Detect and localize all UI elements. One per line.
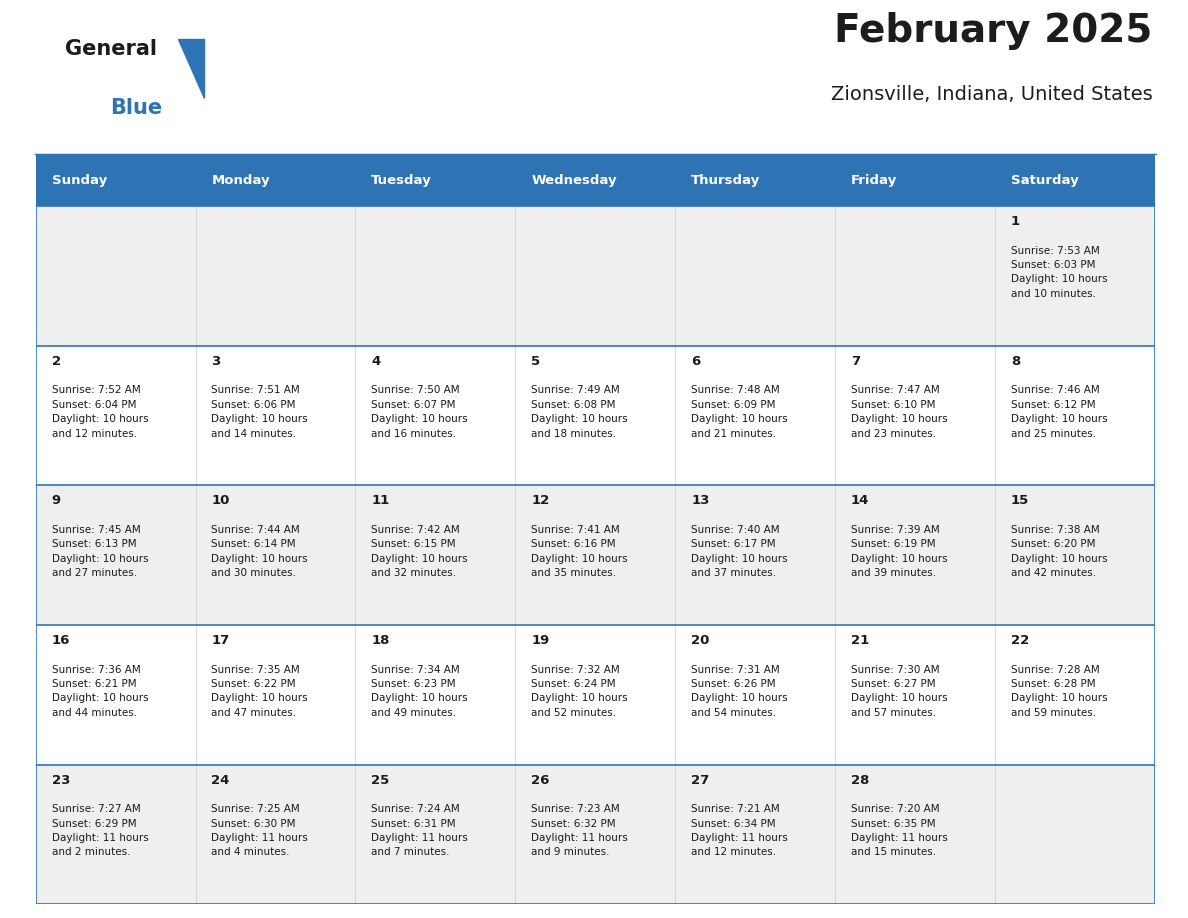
Text: 21: 21 <box>851 634 870 647</box>
Bar <box>36 486 1155 625</box>
Text: 7: 7 <box>851 354 860 367</box>
Text: Sunday: Sunday <box>51 174 107 187</box>
Text: Sunrise: 7:27 AM
Sunset: 6:29 PM
Daylight: 11 hours
and 2 minutes.: Sunrise: 7:27 AM Sunset: 6:29 PM Dayligh… <box>51 804 148 857</box>
Text: Blue: Blue <box>110 97 163 118</box>
Text: Sunrise: 7:34 AM
Sunset: 6:23 PM
Daylight: 10 hours
and 49 minutes.: Sunrise: 7:34 AM Sunset: 6:23 PM Dayligh… <box>372 665 468 718</box>
Text: Zionsville, Indiana, United States: Zionsville, Indiana, United States <box>830 85 1152 105</box>
Text: 9: 9 <box>51 494 61 508</box>
Bar <box>994 155 1155 206</box>
Text: Saturday: Saturday <box>1011 174 1079 187</box>
Text: Sunrise: 7:30 AM
Sunset: 6:27 PM
Daylight: 10 hours
and 57 minutes.: Sunrise: 7:30 AM Sunset: 6:27 PM Dayligh… <box>851 665 948 718</box>
Bar <box>835 155 994 206</box>
Text: 24: 24 <box>211 774 229 787</box>
Bar <box>36 765 1155 904</box>
Text: 27: 27 <box>691 774 709 787</box>
Text: 23: 23 <box>51 774 70 787</box>
Text: General: General <box>65 39 157 59</box>
Text: 10: 10 <box>211 494 229 508</box>
Text: Tuesday: Tuesday <box>372 174 432 187</box>
Text: 26: 26 <box>531 774 550 787</box>
Bar <box>196 155 355 206</box>
Text: Monday: Monday <box>211 174 270 187</box>
Text: 16: 16 <box>51 634 70 647</box>
Text: Sunrise: 7:24 AM
Sunset: 6:31 PM
Daylight: 11 hours
and 7 minutes.: Sunrise: 7:24 AM Sunset: 6:31 PM Dayligh… <box>372 804 468 857</box>
Text: 28: 28 <box>851 774 870 787</box>
Text: Sunrise: 7:32 AM
Sunset: 6:24 PM
Daylight: 10 hours
and 52 minutes.: Sunrise: 7:32 AM Sunset: 6:24 PM Dayligh… <box>531 665 628 718</box>
Text: 19: 19 <box>531 634 550 647</box>
Text: 6: 6 <box>691 354 701 367</box>
Text: Sunrise: 7:36 AM
Sunset: 6:21 PM
Daylight: 10 hours
and 44 minutes.: Sunrise: 7:36 AM Sunset: 6:21 PM Dayligh… <box>51 665 148 718</box>
Text: February 2025: February 2025 <box>834 13 1152 50</box>
Text: Sunrise: 7:50 AM
Sunset: 6:07 PM
Daylight: 10 hours
and 16 minutes.: Sunrise: 7:50 AM Sunset: 6:07 PM Dayligh… <box>372 386 468 439</box>
Text: Wednesday: Wednesday <box>531 174 617 187</box>
Text: Sunrise: 7:52 AM
Sunset: 6:04 PM
Daylight: 10 hours
and 12 minutes.: Sunrise: 7:52 AM Sunset: 6:04 PM Dayligh… <box>51 386 148 439</box>
Text: 14: 14 <box>851 494 870 508</box>
Bar <box>36 345 1155 486</box>
Text: Sunrise: 7:48 AM
Sunset: 6:09 PM
Daylight: 10 hours
and 21 minutes.: Sunrise: 7:48 AM Sunset: 6:09 PM Dayligh… <box>691 386 788 439</box>
Text: Sunrise: 7:38 AM
Sunset: 6:20 PM
Daylight: 10 hours
and 42 minutes.: Sunrise: 7:38 AM Sunset: 6:20 PM Dayligh… <box>1011 525 1107 578</box>
Text: 22: 22 <box>1011 634 1029 647</box>
Bar <box>36 206 1155 345</box>
Text: Sunrise: 7:46 AM
Sunset: 6:12 PM
Daylight: 10 hours
and 25 minutes.: Sunrise: 7:46 AM Sunset: 6:12 PM Dayligh… <box>1011 386 1107 439</box>
Text: Sunrise: 7:21 AM
Sunset: 6:34 PM
Daylight: 11 hours
and 12 minutes.: Sunrise: 7:21 AM Sunset: 6:34 PM Dayligh… <box>691 804 788 857</box>
Text: Sunrise: 7:40 AM
Sunset: 6:17 PM
Daylight: 10 hours
and 37 minutes.: Sunrise: 7:40 AM Sunset: 6:17 PM Dayligh… <box>691 525 788 578</box>
Text: Sunrise: 7:20 AM
Sunset: 6:35 PM
Daylight: 11 hours
and 15 minutes.: Sunrise: 7:20 AM Sunset: 6:35 PM Dayligh… <box>851 804 948 857</box>
Text: Sunrise: 7:42 AM
Sunset: 6:15 PM
Daylight: 10 hours
and 32 minutes.: Sunrise: 7:42 AM Sunset: 6:15 PM Dayligh… <box>372 525 468 578</box>
Text: 2: 2 <box>51 354 61 367</box>
Text: 12: 12 <box>531 494 550 508</box>
Text: Sunrise: 7:35 AM
Sunset: 6:22 PM
Daylight: 10 hours
and 47 minutes.: Sunrise: 7:35 AM Sunset: 6:22 PM Dayligh… <box>211 665 308 718</box>
Text: 8: 8 <box>1011 354 1020 367</box>
Text: 13: 13 <box>691 494 709 508</box>
Text: Sunrise: 7:28 AM
Sunset: 6:28 PM
Daylight: 10 hours
and 59 minutes.: Sunrise: 7:28 AM Sunset: 6:28 PM Dayligh… <box>1011 665 1107 718</box>
Bar <box>36 625 1155 765</box>
Bar <box>355 155 516 206</box>
Text: 11: 11 <box>372 494 390 508</box>
Text: 25: 25 <box>372 774 390 787</box>
Bar <box>675 155 835 206</box>
Text: Sunrise: 7:53 AM
Sunset: 6:03 PM
Daylight: 10 hours
and 10 minutes.: Sunrise: 7:53 AM Sunset: 6:03 PM Dayligh… <box>1011 246 1107 299</box>
Bar <box>36 155 196 206</box>
Text: 17: 17 <box>211 634 229 647</box>
Polygon shape <box>178 39 204 97</box>
Text: Sunrise: 7:41 AM
Sunset: 6:16 PM
Daylight: 10 hours
and 35 minutes.: Sunrise: 7:41 AM Sunset: 6:16 PM Dayligh… <box>531 525 628 578</box>
Bar <box>516 155 675 206</box>
Text: Thursday: Thursday <box>691 174 760 187</box>
Text: 3: 3 <box>211 354 221 367</box>
Text: Sunrise: 7:47 AM
Sunset: 6:10 PM
Daylight: 10 hours
and 23 minutes.: Sunrise: 7:47 AM Sunset: 6:10 PM Dayligh… <box>851 386 948 439</box>
Text: 15: 15 <box>1011 494 1029 508</box>
Text: Sunrise: 7:31 AM
Sunset: 6:26 PM
Daylight: 10 hours
and 54 minutes.: Sunrise: 7:31 AM Sunset: 6:26 PM Dayligh… <box>691 665 788 718</box>
Text: Sunrise: 7:39 AM
Sunset: 6:19 PM
Daylight: 10 hours
and 39 minutes.: Sunrise: 7:39 AM Sunset: 6:19 PM Dayligh… <box>851 525 948 578</box>
Text: 5: 5 <box>531 354 541 367</box>
Text: Sunrise: 7:25 AM
Sunset: 6:30 PM
Daylight: 11 hours
and 4 minutes.: Sunrise: 7:25 AM Sunset: 6:30 PM Dayligh… <box>211 804 308 857</box>
Text: 18: 18 <box>372 634 390 647</box>
Text: 4: 4 <box>372 354 380 367</box>
Text: Sunrise: 7:45 AM
Sunset: 6:13 PM
Daylight: 10 hours
and 27 minutes.: Sunrise: 7:45 AM Sunset: 6:13 PM Dayligh… <box>51 525 148 578</box>
Text: Sunrise: 7:49 AM
Sunset: 6:08 PM
Daylight: 10 hours
and 18 minutes.: Sunrise: 7:49 AM Sunset: 6:08 PM Dayligh… <box>531 386 628 439</box>
Text: 1: 1 <box>1011 215 1020 228</box>
Text: Sunrise: 7:51 AM
Sunset: 6:06 PM
Daylight: 10 hours
and 14 minutes.: Sunrise: 7:51 AM Sunset: 6:06 PM Dayligh… <box>211 386 308 439</box>
Text: Friday: Friday <box>851 174 897 187</box>
Text: Sunrise: 7:44 AM
Sunset: 6:14 PM
Daylight: 10 hours
and 30 minutes.: Sunrise: 7:44 AM Sunset: 6:14 PM Dayligh… <box>211 525 308 578</box>
Text: 20: 20 <box>691 634 709 647</box>
Text: Sunrise: 7:23 AM
Sunset: 6:32 PM
Daylight: 11 hours
and 9 minutes.: Sunrise: 7:23 AM Sunset: 6:32 PM Dayligh… <box>531 804 628 857</box>
